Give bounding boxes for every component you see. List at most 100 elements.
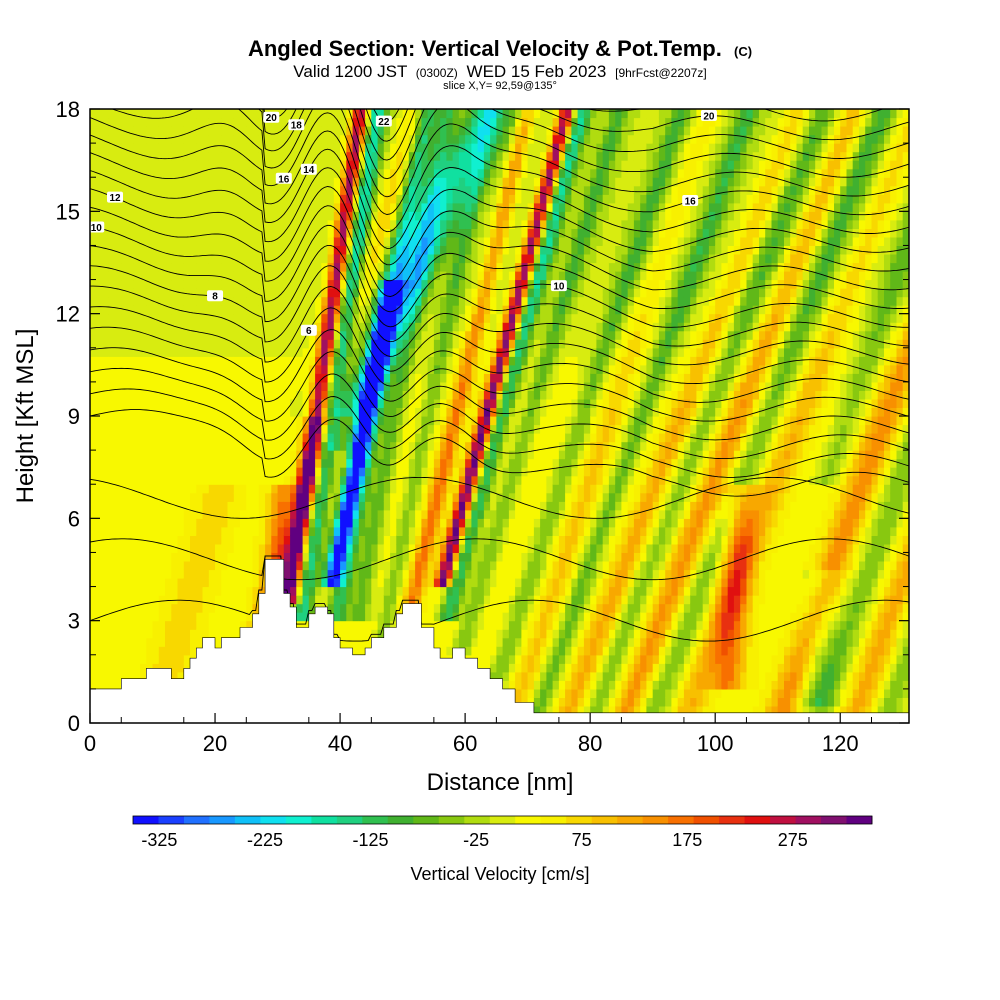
velocity-cell: [402, 535, 410, 545]
velocity-cell: [508, 595, 516, 605]
velocity-cell: [396, 552, 404, 562]
velocity-cell: [471, 535, 479, 545]
velocity-cell: [477, 160, 485, 170]
velocity-cell: [508, 126, 516, 136]
velocity-cell: [108, 296, 116, 306]
velocity-cell: [490, 109, 497, 119]
velocity-cell: [146, 526, 154, 536]
velocity-cell: [508, 151, 516, 161]
velocity-cell: [165, 407, 172, 417]
velocity-cell: [365, 509, 372, 519]
velocity-cell: [102, 441, 110, 451]
velocity-cell: [358, 117, 366, 127]
velocity-cell: [221, 202, 229, 212]
velocity-cell: [427, 535, 435, 545]
velocity-cell: [427, 322, 435, 332]
velocity-cell: [496, 612, 504, 622]
velocity-cell: [452, 416, 460, 426]
velocity-cell: [227, 543, 235, 553]
velocity-cell: [508, 356, 516, 366]
velocity-cell: [133, 552, 141, 562]
velocity-cell: [296, 484, 304, 494]
velocity-cell: [477, 151, 485, 161]
velocity-cell: [240, 177, 247, 187]
velocity-cell: [302, 475, 310, 485]
velocity-cell: [458, 467, 466, 477]
velocity-cell: [283, 211, 291, 221]
velocity-cell: [502, 322, 510, 332]
velocity-cell: [196, 364, 204, 374]
velocity-cell: [290, 168, 297, 178]
velocity-cell: [133, 117, 141, 127]
velocity-cell: [390, 126, 397, 136]
velocity-cell: [246, 168, 254, 178]
velocity-cell: [340, 339, 347, 349]
velocity-cell: [477, 441, 485, 451]
velocity-cell: [321, 364, 329, 374]
velocity-cell: [283, 501, 291, 511]
velocity-cell: [383, 569, 391, 579]
velocity-cell: [371, 194, 379, 204]
velocity-cell: [371, 441, 379, 451]
velocity-cell: [383, 168, 391, 178]
velocity-cell: [308, 236, 316, 246]
velocity-cell: [165, 535, 172, 545]
velocity-cell: [246, 160, 254, 170]
velocity-cell: [283, 416, 291, 426]
velocity-cell: [296, 518, 304, 528]
velocity-cell: [483, 143, 491, 153]
velocity-cell: [108, 373, 116, 383]
velocity-cell: [102, 680, 110, 690]
velocity-cell: [377, 492, 385, 502]
velocity-cell: [108, 313, 116, 323]
velocity-cell: [140, 245, 147, 255]
velocity-cell: [490, 433, 497, 443]
velocity-cell: [302, 407, 310, 417]
velocity-cell: [252, 228, 260, 238]
velocity-cell: [302, 364, 310, 374]
velocity-cell: [133, 595, 141, 605]
velocity-cell: [515, 228, 522, 238]
velocity-cell: [408, 458, 416, 468]
velocity-cell: [190, 612, 197, 622]
velocity-cell: [96, 390, 104, 400]
velocity-cell: [133, 663, 141, 673]
velocity-cell: [421, 185, 429, 195]
velocity-cell: [190, 390, 197, 400]
velocity-cell: [340, 347, 347, 357]
velocity-cell: [515, 185, 522, 195]
velocity-cell: [271, 441, 279, 451]
velocity-cell: [433, 322, 441, 332]
velocity-cell: [302, 509, 310, 519]
velocity-cell: [390, 561, 397, 571]
velocity-cell: [190, 151, 197, 161]
velocity-cell: [396, 305, 404, 315]
velocity-cell: [502, 612, 510, 622]
velocity-cell: [327, 177, 335, 187]
velocity-cell: [502, 663, 510, 673]
velocity-cell: [265, 509, 272, 519]
velocity-cell: [515, 313, 522, 323]
velocity-cell: [377, 330, 385, 340]
velocity-cell: [196, 569, 204, 579]
velocity-cell: [108, 271, 116, 281]
velocity-cell: [152, 347, 160, 357]
velocity-cell: [433, 518, 441, 528]
velocity-cell: [252, 475, 260, 485]
velocity-cell: [383, 134, 391, 144]
velocity-cell: [340, 279, 347, 289]
velocity-cell: [352, 177, 360, 187]
velocity-cell: [227, 612, 235, 622]
velocity-cell: [196, 552, 204, 562]
velocity-cell: [115, 663, 122, 673]
velocity-cell: [165, 501, 172, 511]
velocity-cell: [102, 620, 110, 630]
velocity-cell: [377, 305, 385, 315]
velocity-cell: [183, 202, 191, 212]
velocity-cell: [233, 458, 241, 468]
velocity-cell: [490, 620, 497, 630]
velocity-cell: [290, 561, 297, 571]
velocity-cell: [383, 543, 391, 553]
velocity-cell: [115, 134, 122, 144]
velocity-cell: [215, 518, 222, 528]
